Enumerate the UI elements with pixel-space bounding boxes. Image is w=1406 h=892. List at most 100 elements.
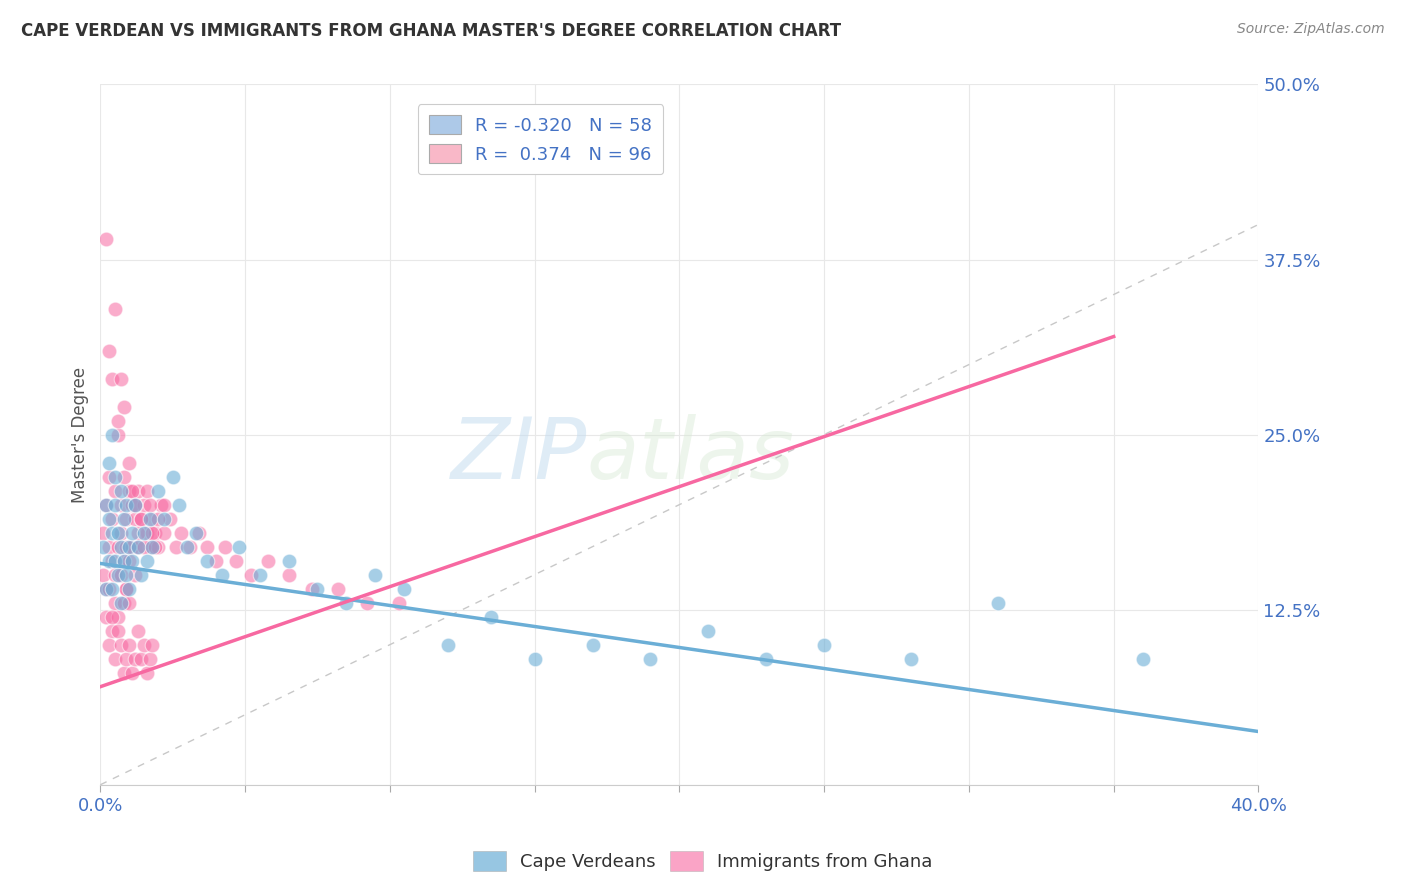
Point — [326, 582, 349, 596]
Point — [94, 609, 117, 624]
Point — [307, 582, 329, 596]
Point — [124, 511, 146, 525]
Point — [228, 540, 250, 554]
Point — [135, 554, 157, 568]
Point — [141, 540, 163, 554]
Point — [121, 540, 143, 554]
Point — [127, 624, 149, 638]
Point — [112, 554, 135, 568]
Point — [121, 554, 143, 568]
Point — [211, 567, 233, 582]
Point — [107, 567, 129, 582]
Point — [110, 525, 132, 540]
Point — [101, 511, 124, 525]
Point — [436, 638, 458, 652]
Point — [129, 511, 152, 525]
Point — [107, 609, 129, 624]
Text: CAPE VERDEAN VS IMMIGRANTS FROM GHANA MASTER'S DEGREE CORRELATION CHART: CAPE VERDEAN VS IMMIGRANTS FROM GHANA MA… — [21, 22, 841, 40]
Point — [129, 511, 152, 525]
Point — [110, 638, 132, 652]
Point — [129, 567, 152, 582]
Point — [129, 651, 152, 665]
Point — [143, 540, 166, 554]
Point — [118, 456, 141, 470]
Y-axis label: Master's Degree: Master's Degree — [72, 367, 89, 503]
Point — [112, 554, 135, 568]
Point — [640, 651, 662, 665]
Point — [98, 469, 121, 483]
Point — [987, 596, 1010, 610]
Point — [153, 498, 176, 512]
Point — [104, 301, 127, 316]
Point — [118, 582, 141, 596]
Point — [98, 511, 121, 525]
Point — [98, 638, 121, 652]
Point — [214, 540, 236, 554]
Point — [138, 511, 160, 525]
Point — [115, 511, 138, 525]
Point — [277, 567, 299, 582]
Point — [697, 624, 720, 638]
Point — [115, 498, 138, 512]
Point — [197, 540, 219, 554]
Point — [141, 638, 163, 652]
Point — [1132, 651, 1154, 665]
Point — [94, 498, 117, 512]
Point — [394, 582, 416, 596]
Point — [138, 651, 160, 665]
Point — [239, 567, 262, 582]
Point — [132, 540, 155, 554]
Point — [479, 609, 502, 624]
Point — [159, 511, 181, 525]
Point — [98, 456, 121, 470]
Point — [124, 567, 146, 582]
Point — [124, 498, 146, 512]
Point — [107, 414, 129, 428]
Point — [162, 469, 184, 483]
Point — [170, 525, 193, 540]
Point — [94, 498, 117, 512]
Text: ZIP: ZIP — [450, 414, 586, 497]
Point — [148, 511, 170, 525]
Point — [104, 498, 127, 512]
Point — [91, 525, 114, 540]
Point — [107, 624, 129, 638]
Point — [94, 582, 117, 596]
Point — [101, 582, 124, 596]
Point — [187, 525, 209, 540]
Point — [124, 651, 146, 665]
Point — [124, 498, 146, 512]
Point — [138, 498, 160, 512]
Point — [115, 582, 138, 596]
Point — [115, 540, 138, 554]
Point — [98, 582, 121, 596]
Point — [141, 511, 163, 525]
Point — [205, 554, 228, 568]
Point — [135, 483, 157, 498]
Point — [301, 582, 323, 596]
Point — [118, 596, 141, 610]
Point — [121, 498, 143, 512]
Point — [153, 511, 176, 525]
Legend: R = -0.320   N = 58, R =  0.374   N = 96: R = -0.320 N = 58, R = 0.374 N = 96 — [418, 104, 664, 175]
Point — [356, 596, 378, 610]
Point — [121, 483, 143, 498]
Point — [387, 596, 409, 610]
Point — [118, 540, 141, 554]
Text: atlas: atlas — [586, 414, 794, 497]
Point — [138, 540, 160, 554]
Point — [257, 554, 280, 568]
Point — [107, 427, 129, 442]
Point — [110, 596, 132, 610]
Point — [179, 540, 201, 554]
Point — [104, 483, 127, 498]
Point — [132, 525, 155, 540]
Point — [107, 540, 129, 554]
Point — [249, 567, 271, 582]
Point — [98, 343, 121, 358]
Point — [112, 596, 135, 610]
Point — [197, 554, 219, 568]
Point — [141, 525, 163, 540]
Point — [165, 540, 187, 554]
Point — [900, 651, 922, 665]
